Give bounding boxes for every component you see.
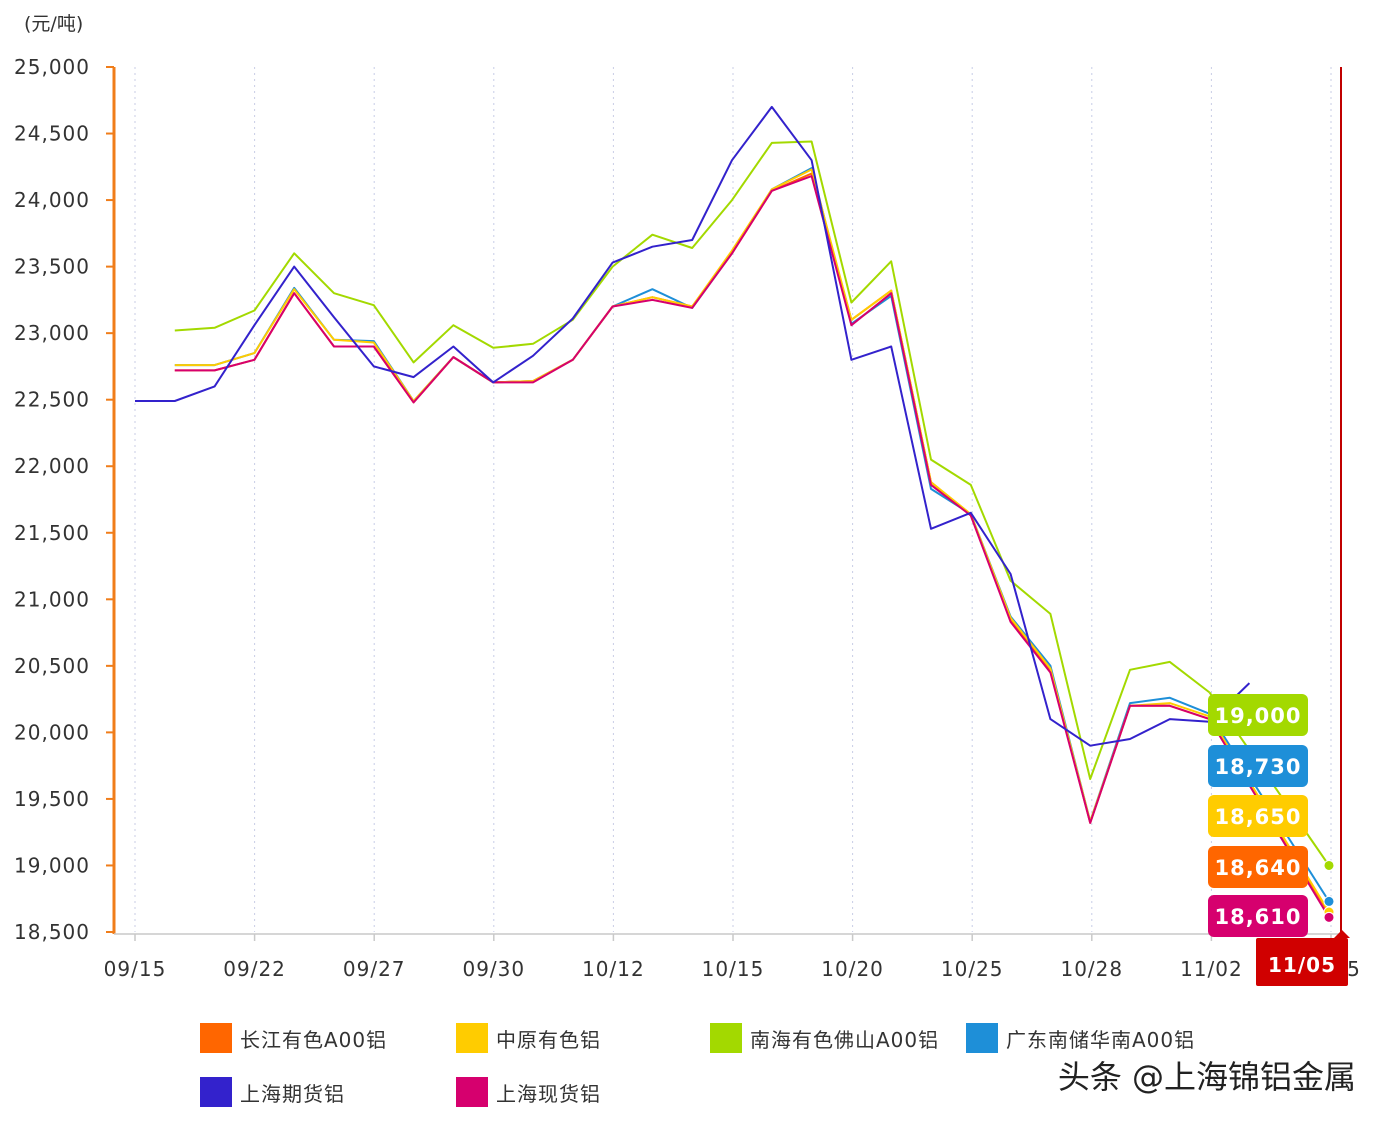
value-badge-0: [1208, 846, 1308, 888]
legend-label: 上海现货铝: [496, 1081, 601, 1106]
series-line-0: [174, 172, 1210, 824]
legend-swatch: [200, 1077, 232, 1107]
legend-item[interactable]: 长江有色A00铝: [200, 1022, 387, 1054]
value-badge-label: 18,650: [1214, 805, 1301, 829]
y-axis-ticks: 18,500 19,000 19,500 20,000 20,500 21,000 21,5…: [14, 55, 114, 944]
value-badge-label: 19,000: [1214, 704, 1301, 728]
x-tick-label: 10/25: [941, 957, 1004, 981]
y-tick-label: 21,000: [14, 587, 90, 611]
gridlines: [134, 67, 1332, 932]
series-line-5: [174, 175, 1210, 824]
y-tick-label: 25,000: [14, 55, 90, 79]
legend-swatch: [200, 1023, 232, 1053]
y-tick-label: 19,500: [14, 787, 90, 811]
watermark: 头条 @上海锦铝金属: [1057, 1058, 1356, 1096]
crosshair-label-box: [1256, 938, 1348, 986]
y-tick-label: 23,000: [14, 321, 90, 345]
y-tick-label: 20,000: [14, 720, 90, 744]
y-tick-label: 22,500: [14, 388, 90, 412]
crosshair: 11/05: [1256, 67, 1350, 986]
series-line-4: [135, 105, 1251, 747]
value-badge-1: [1208, 795, 1308, 837]
x-tick-label: 09/15: [104, 957, 167, 981]
series-line-3: [174, 167, 1210, 823]
y-tick-label: 23,500: [14, 255, 90, 279]
axes: [112, 67, 1340, 935]
x-tick-label: 09/27: [343, 957, 406, 981]
legend-item[interactable]: 中原有色铝: [456, 1022, 601, 1054]
x-tick-label: 09/30: [462, 957, 525, 981]
end-markers: [1323, 859, 1335, 923]
y-tick-label: 20,500: [14, 654, 90, 678]
x-tick-label: 10/15: [702, 957, 765, 981]
end-point-3: [1323, 895, 1335, 907]
x-tick-label: 5: [1347, 957, 1361, 981]
legend-swatch: [456, 1077, 488, 1107]
legend-label: 中原有色铝: [496, 1027, 601, 1052]
y-tick-label: 22,000: [14, 454, 90, 478]
legend-swatch: [456, 1023, 488, 1053]
value-badge-5: [1208, 895, 1308, 937]
legend-label: 南海有色佛山A00铝: [750, 1027, 940, 1052]
value-badge-label: 18,730: [1214, 755, 1301, 779]
legend-swatch: [710, 1023, 742, 1053]
x-tick-label: 10/28: [1060, 957, 1123, 981]
y-tick-label: 24,000: [14, 188, 90, 212]
crosshair-pointer: [1334, 930, 1350, 938]
series-lines: [135, 105, 1330, 918]
x-tick-label: 11/02: [1180, 957, 1243, 981]
legend-item[interactable]: 上海现货铝: [456, 1076, 601, 1108]
series-line-1: [174, 168, 1210, 823]
y-tick-label: 21,500: [14, 521, 90, 545]
legend: 长江有色A00铝 中原有色铝 南海有色佛山A00铝 广东南储华南A00铝上海期货铝 上海…: [200, 1022, 1300, 1114]
legend-item[interactable]: 上海期货铝: [200, 1076, 345, 1108]
legend-label: 广东南储华南A00铝: [1006, 1027, 1196, 1052]
y-tick-label: 18,500: [14, 920, 90, 944]
y-axis-unit-label: (元/吨): [24, 13, 83, 35]
legend-label: 长江有色A00铝: [240, 1027, 388, 1052]
legend-swatch: [966, 1023, 998, 1053]
legend-label: 上海期货铝: [240, 1081, 345, 1106]
legend-item[interactable]: 南海有色佛山A00铝: [710, 1022, 939, 1054]
y-tick-label: 24,500: [14, 122, 90, 146]
x-tick-label: 10/20: [821, 957, 884, 981]
y-tick-label: 19,000: [14, 853, 90, 877]
legend-item[interactable]: 广东南储华南A00铝: [966, 1022, 1195, 1054]
x-tick-label: 10/12: [582, 957, 645, 981]
series-line-2: [174, 140, 1211, 780]
value-badge-label: 18,640: [1214, 856, 1301, 880]
x-axis-ticks: 09/15 09/22 09/27 09/30 10/12 10/15 10/20 10/25…: [104, 934, 1361, 981]
value-badge-3: [1208, 745, 1308, 787]
value-badge-2: [1208, 694, 1308, 736]
end-point-5: [1323, 911, 1335, 923]
end-point-2: [1323, 859, 1335, 871]
value-badge-label: 18,610: [1214, 905, 1301, 929]
x-tick-label: 09/22: [223, 957, 286, 981]
value-badges: 19,000 18,730 18,650 18,640 18,610: [1208, 694, 1308, 937]
crosshair-label: 11/05: [1268, 953, 1336, 977]
